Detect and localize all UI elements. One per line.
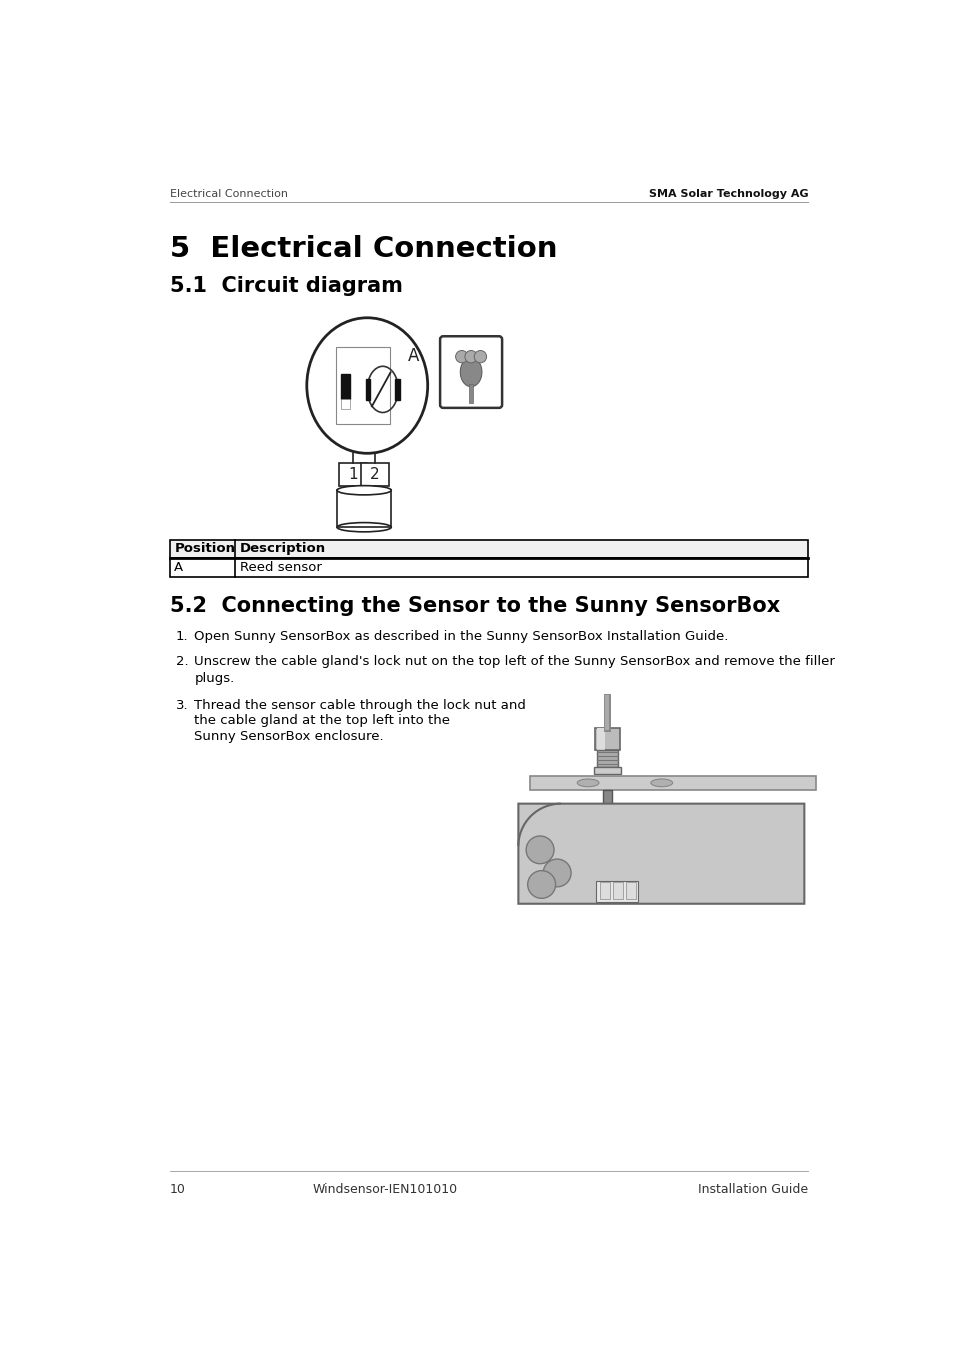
Text: Reed sensor: Reed sensor <box>240 561 322 573</box>
Circle shape <box>464 350 476 362</box>
Text: Description: Description <box>240 542 326 556</box>
Text: 2.: 2. <box>175 654 189 668</box>
Bar <box>170 558 807 576</box>
Text: 1.: 1. <box>175 630 189 644</box>
Text: 5  Electrical Connection: 5 Electrical Connection <box>170 235 557 264</box>
Bar <box>468 384 473 403</box>
Bar <box>595 729 619 750</box>
Bar <box>170 539 807 558</box>
Bar <box>625 883 636 899</box>
Bar <box>596 729 604 750</box>
FancyBboxPatch shape <box>439 337 501 408</box>
Text: the cable gland at the top left into the: the cable gland at the top left into the <box>194 714 450 727</box>
Circle shape <box>474 350 486 362</box>
Bar <box>336 491 391 527</box>
Ellipse shape <box>577 779 598 787</box>
Text: 2: 2 <box>370 466 379 481</box>
Circle shape <box>527 871 555 898</box>
Text: Thread the sensor cable through the lock nut and: Thread the sensor cable through the lock… <box>194 699 526 713</box>
Circle shape <box>542 859 571 887</box>
Text: A: A <box>174 561 183 573</box>
Bar <box>530 776 815 790</box>
Bar <box>335 347 390 425</box>
Circle shape <box>456 350 468 362</box>
Bar <box>602 790 612 803</box>
Text: Windsensor-IEN101010: Windsensor-IEN101010 <box>313 1183 457 1197</box>
Ellipse shape <box>459 357 481 387</box>
Text: 1: 1 <box>348 466 357 481</box>
Bar <box>340 399 350 408</box>
Text: SMA Solar Technology AG: SMA Solar Technology AG <box>648 189 807 199</box>
Text: plugs.: plugs. <box>194 672 234 685</box>
Text: Open Sunny SensorBox as described in the Sunny SensorBox Installation Guide.: Open Sunny SensorBox as described in the… <box>194 630 728 644</box>
Circle shape <box>525 836 554 864</box>
Text: 10: 10 <box>170 1183 185 1197</box>
Bar <box>365 379 370 400</box>
Bar <box>395 379 399 400</box>
Text: 5.2  Connecting the Sensor to the Sunny SensorBox: 5.2 Connecting the Sensor to the Sunny S… <box>170 596 779 615</box>
FancyBboxPatch shape <box>517 803 803 903</box>
Bar <box>339 462 367 485</box>
Text: A: A <box>407 347 418 365</box>
Text: 5.1  Circuit diagram: 5.1 Circuit diagram <box>170 276 402 296</box>
Bar <box>593 767 620 775</box>
Bar <box>612 883 622 899</box>
Text: 3.: 3. <box>175 699 189 713</box>
Text: Unscrew the cable gland's lock nut on the top left of the Sunny SensorBox and re: Unscrew the cable gland's lock nut on th… <box>194 654 835 668</box>
Text: Installation Guide: Installation Guide <box>698 1183 807 1197</box>
Bar <box>340 375 350 399</box>
Ellipse shape <box>650 779 672 787</box>
Bar <box>599 883 609 899</box>
Bar <box>360 462 389 485</box>
Text: Position: Position <box>174 542 235 556</box>
Ellipse shape <box>336 485 391 495</box>
Text: Sunny SensorBox enclosure.: Sunny SensorBox enclosure. <box>194 730 384 742</box>
Bar <box>596 750 618 767</box>
Text: Electrical Connection: Electrical Connection <box>170 189 287 199</box>
Bar <box>596 880 638 902</box>
